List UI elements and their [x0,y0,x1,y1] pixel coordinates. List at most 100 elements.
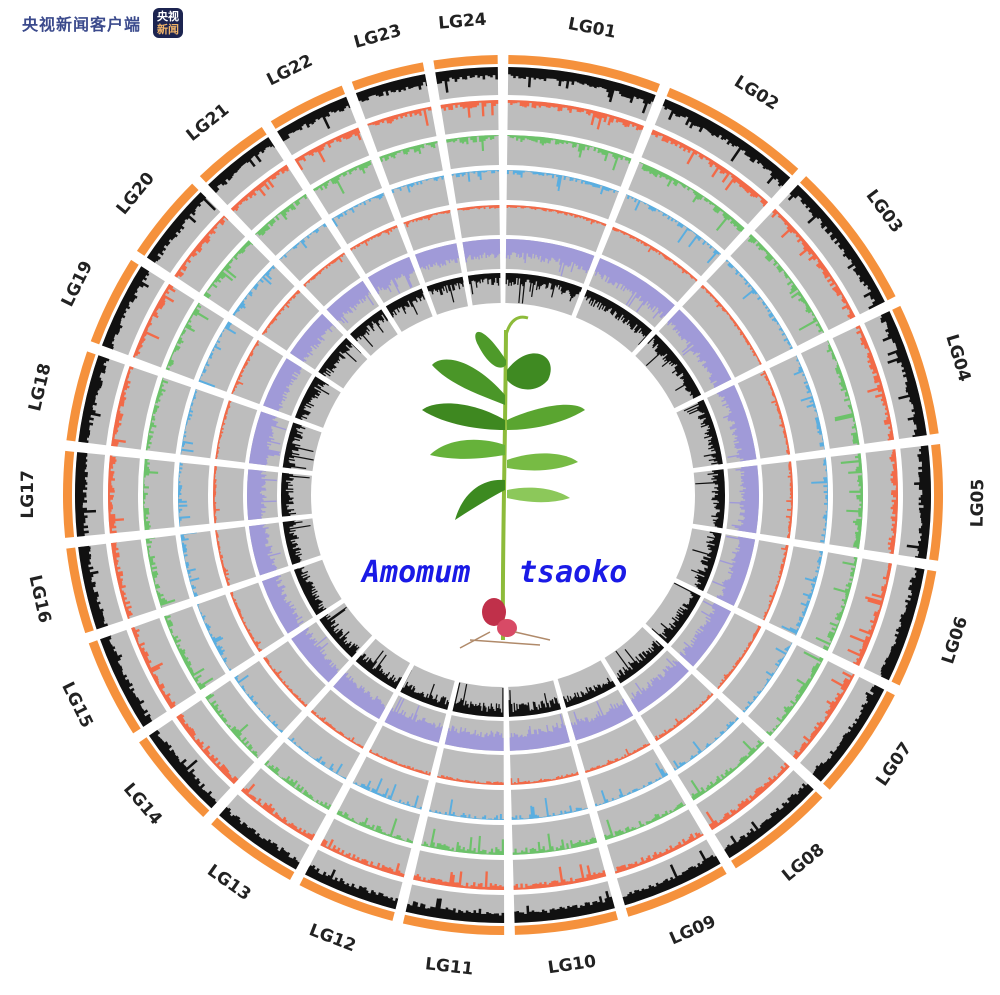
track4-histogram-LG24 [451,170,500,182]
track7-background-LG08 [604,627,665,684]
track6-histogram-LG14 [291,627,339,683]
track1-histogram-LG02 [662,99,791,187]
chromosome-label-LG07: LG07 [872,739,916,790]
track5-histogram-LG14 [263,657,308,708]
track6-histogram-LG08 [631,658,689,713]
track1-histogram-LG06 [880,567,925,681]
track1-histogram-LG01 [508,67,656,114]
track7-histogram-LG06 [690,531,722,592]
track4-histogram-LG02 [626,194,722,264]
track4-histogram-LG21 [279,223,327,260]
track4-background-LG20 [232,264,295,332]
track2-background-LG02 [641,129,769,225]
track1-background-LG03 [778,184,885,315]
track3-background-LG05 [829,453,863,549]
track2-histogram-LG09 [613,832,704,874]
track1-background-LG20 [146,192,221,274]
track3-histogram-LG11 [421,828,504,855]
track5-histogram-LG09 [584,743,651,773]
track4-background-LG06 [768,546,824,636]
track6-histogram-LG06 [712,535,756,606]
track2-background-LG08 [696,746,790,831]
track4-background-LG11 [429,782,504,821]
chromosome-label-LG10: LG10 [547,952,598,979]
track3-background-LG07 [748,645,824,737]
track5-background-LG12 [368,725,438,776]
track2-histogram-LG21 [230,164,289,212]
chromosome-label-LG01: LG01 [566,14,617,43]
chromosome-ideogram-LG15 [88,640,141,734]
track5-background-LG06 [737,540,789,621]
track4-background-LG07 [722,629,793,713]
track1-background-LG06 [863,564,925,681]
track5-histogram-LG15 [229,591,263,653]
track3-histogram-LG13 [264,760,332,811]
track3-background-LG01 [507,135,632,187]
track4-background-LG12 [352,756,429,810]
chromosome-ideogram-LG20 [136,183,199,256]
track3-background-LG19 [165,302,225,380]
track4-histogram-LG10 [511,797,588,820]
chromosome-label-LG16: LG16 [24,573,54,625]
track4-histogram-LG15 [197,603,232,672]
track7-histogram-LG18 [282,422,319,470]
track5-background-LG19 [231,340,284,405]
track3-background-LG21 [254,193,323,256]
track4-background-LG02 [614,194,722,277]
track5-histogram-LG11 [437,774,504,785]
chromosome-label-LG12: LG12 [306,920,358,956]
track1-histogram-LG20 [146,192,217,263]
track2-background-LG05 [863,449,898,555]
track5-histogram-LG03 [700,284,762,365]
chromosome-ideogram-LG10 [514,911,618,935]
track1-histogram-LG03 [787,184,885,310]
track3-histogram-LG22 [313,160,372,194]
track3-histogram-LG01 [507,135,632,171]
track4-background-LG05 [794,457,828,544]
track5-histogram-LG01 [506,205,607,227]
track2-background-LG22 [294,127,370,185]
track3-histogram-LG03 [747,234,825,334]
track1-histogram-LG04 [880,311,927,438]
track5-background-LG13 [310,689,378,749]
chromosome-label-LG13: LG13 [203,861,254,905]
track4-background-LG04 [769,355,825,454]
track2-histogram-LG24 [440,100,499,118]
track5-histogram-LG18 [215,400,232,460]
track4-background-LG08 [659,697,739,771]
track3-background-LG02 [628,161,745,251]
track4-background-LG22 [331,192,395,245]
track1-histogram-LG13 [219,805,300,870]
track6-histogram-LG05 [729,465,759,534]
track2-background-LG07 [774,660,855,760]
track5-background-LG03 [682,284,762,378]
chromosome-ideogram-LG22 [270,85,346,129]
track2-histogram-LG04 [855,325,895,441]
track2-histogram-LG06 [847,562,892,666]
track5-background-LG07 [696,613,762,690]
track3-histogram-LG21 [254,193,308,236]
track1-histogram-LG18 [78,355,110,443]
track2-histogram-LG16 [110,542,133,620]
chromosome-label-LG23: LG23 [352,21,404,53]
track4-histogram-LG17 [178,462,191,527]
track1-histogram-LG10 [514,890,615,923]
track1-histogram-LG24 [435,67,498,93]
chromosome-ideogram-LG04 [892,305,939,435]
track7-histogram-LG01 [505,273,583,304]
track3-background-LG08 [677,721,765,801]
track5-background-LG22 [349,225,408,275]
track4-background-LG03 [706,259,793,362]
chromosome-label-LG21: LG21 [183,100,233,146]
track6-histogram-LG23 [415,243,460,270]
track5-background-LG11 [437,748,504,785]
track6-histogram-LG16 [248,524,281,576]
track3-histogram-LG04 [826,340,860,445]
chromosome-ideogram-LG21 [199,127,267,183]
track5-background-LG09 [577,718,651,773]
track4-background-LG18 [180,388,225,459]
chromosome-ideogram-LG02 [666,87,799,176]
track1-histogram-LG12 [305,864,399,910]
track2-background-LG01 [507,100,644,155]
track3-histogram-LG24 [446,135,499,151]
